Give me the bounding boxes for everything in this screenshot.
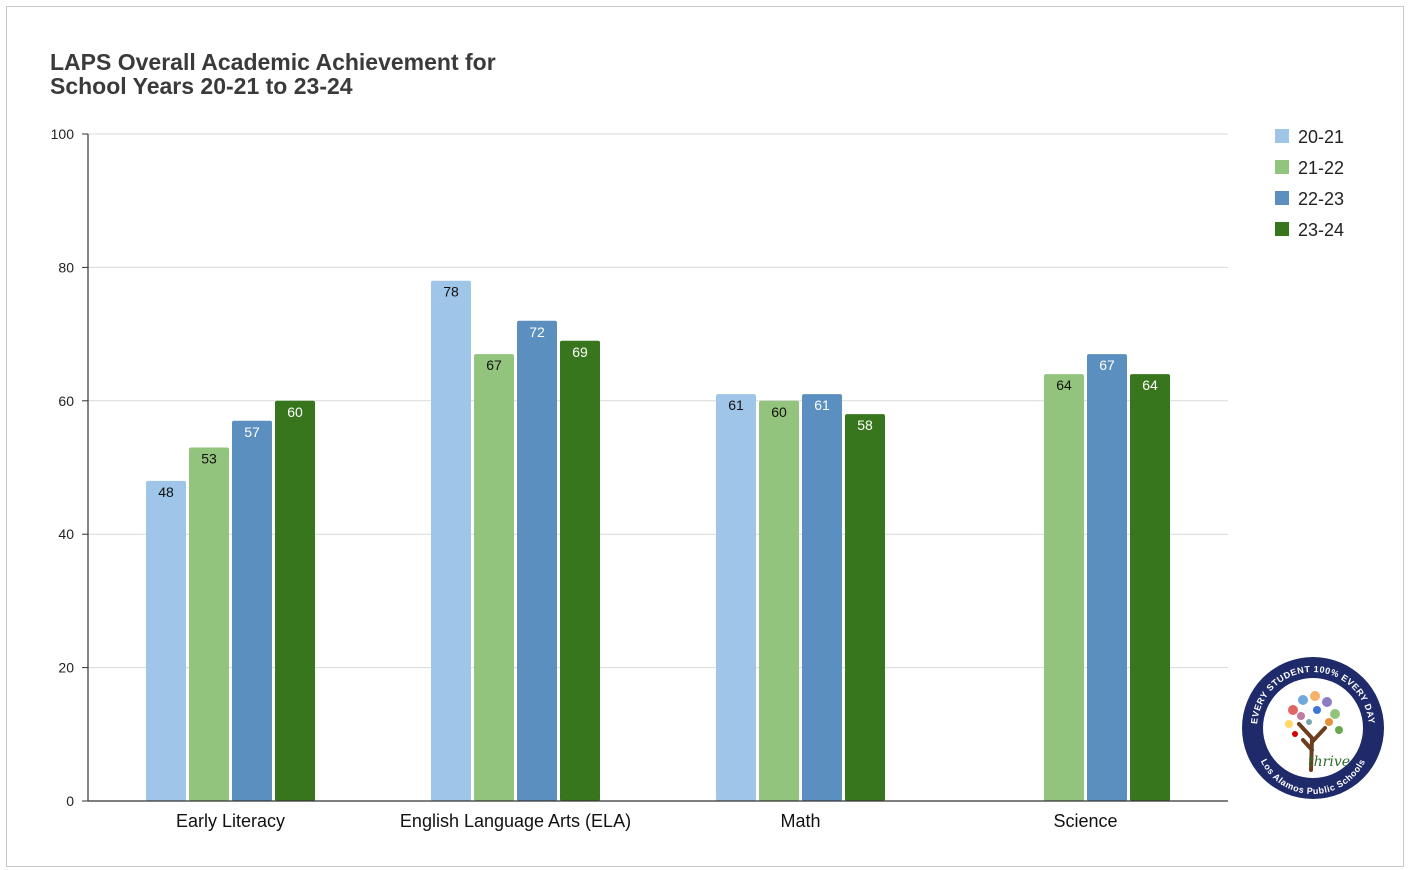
seal-script-text: thrive xyxy=(1308,754,1350,770)
bar-english-language-arts-ela--23-24 xyxy=(560,340,600,801)
legend-swatch xyxy=(1275,160,1289,174)
data-label: 64 xyxy=(1056,377,1072,393)
legend-label: 20-21 xyxy=(1298,127,1344,147)
data-label: 53 xyxy=(201,450,217,466)
bar-english-language-arts-ela--22-23 xyxy=(517,320,557,801)
bar-math-23-24 xyxy=(845,414,885,801)
legend-label: 21-22 xyxy=(1298,158,1344,178)
data-label: 72 xyxy=(529,324,545,340)
chart-title: LAPS Overall Academic Achievement for Sc… xyxy=(50,50,750,98)
x-axis-categories: Early Literacy English Language Arts (ELA… xyxy=(176,811,1118,831)
y-tick-label: 80 xyxy=(58,259,74,275)
y-tick-label: 100 xyxy=(51,126,75,142)
data-label: 78 xyxy=(443,284,459,300)
data-label: 67 xyxy=(1099,357,1115,373)
tree-icon xyxy=(1285,691,1343,772)
chart-title-line-2: School Years 20-21 to 23-24 xyxy=(50,73,353,99)
data-label: 61 xyxy=(728,397,744,413)
bar-science-21-22 xyxy=(1044,374,1084,801)
category-label: Math xyxy=(780,811,820,831)
legend-label: 23-24 xyxy=(1298,220,1344,240)
data-label: 58 xyxy=(857,417,873,433)
y-tick-label: 0 xyxy=(66,793,74,809)
axes xyxy=(87,134,1228,802)
category-label: Early Literacy xyxy=(176,811,285,831)
bar-early-literacy-20-21 xyxy=(146,480,186,801)
y-tick-label: 40 xyxy=(58,526,74,542)
data-label: 60 xyxy=(287,404,303,420)
bar-early-literacy-23-24 xyxy=(275,400,315,801)
data-label: 60 xyxy=(771,404,787,420)
bar-english-language-arts-ela--20-21 xyxy=(431,280,471,801)
data-label: 69 xyxy=(572,344,588,360)
legend: 20-21 21-22 22-23 23-24 xyxy=(1275,127,1344,240)
seal-inner-circle xyxy=(1263,678,1363,778)
bar-math-22-23 xyxy=(802,394,842,801)
y-tick-label: 60 xyxy=(58,393,74,409)
data-label: 61 xyxy=(814,397,830,413)
legend-swatch xyxy=(1275,222,1289,236)
y-axis-ticks: 0 20 40 60 80 100 xyxy=(51,126,88,809)
bar-early-literacy-22-23 xyxy=(232,420,272,801)
school-logo: EVERY STUDENT 100% EVERY DAY Los Alamos … xyxy=(1242,657,1384,799)
bar-early-literacy-21-22 xyxy=(189,447,229,801)
bar-math-21-22 xyxy=(759,400,799,801)
data-label: 57 xyxy=(244,424,260,440)
category-label: English Language Arts (ELA) xyxy=(400,811,631,831)
chart-frame xyxy=(6,6,1404,867)
data-labels: 48 53 57 60 78 67 72 69 61 60 61 58 64 67 64 xyxy=(158,284,1158,500)
bar-science-22-23 xyxy=(1087,354,1127,801)
chart-title-line-1: LAPS Overall Academic Achievement for xyxy=(50,49,496,75)
bar-english-language-arts-ela--21-22 xyxy=(474,354,514,801)
bars xyxy=(146,280,1170,801)
category-label: Science xyxy=(1053,811,1117,831)
legend-swatch xyxy=(1275,191,1289,205)
data-label: 48 xyxy=(158,484,174,500)
legend-label: 22-23 xyxy=(1298,189,1344,209)
y-tick-label: 20 xyxy=(58,660,74,676)
data-label: 64 xyxy=(1142,377,1158,393)
bar-science-23-24 xyxy=(1130,374,1170,801)
data-label: 67 xyxy=(486,357,502,373)
legend-swatch xyxy=(1275,129,1289,143)
bar-math-20-21 xyxy=(716,394,756,801)
